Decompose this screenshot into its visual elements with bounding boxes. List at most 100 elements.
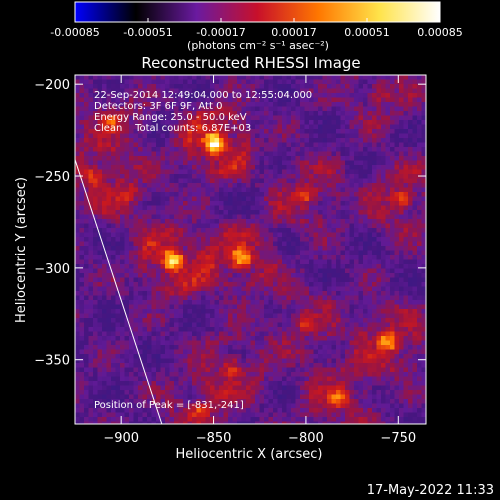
heatmap-cell <box>214 219 220 224</box>
heatmap-cell <box>142 421 148 424</box>
heatmap-cell <box>295 120 301 125</box>
heatmap-cell <box>214 376 220 382</box>
heatmap-cell <box>169 160 175 166</box>
heatmap-cell <box>264 340 269 346</box>
heatmap-cell <box>183 300 188 305</box>
heatmap-cell <box>277 142 283 148</box>
heatmap-cell <box>282 417 287 422</box>
heatmap-cell <box>259 412 265 418</box>
heatmap-cell <box>241 120 247 125</box>
heatmap-cell <box>273 120 278 125</box>
heatmap-cell <box>115 331 121 337</box>
heatmap-cell <box>345 196 350 202</box>
heatmap-cell <box>295 318 301 323</box>
heatmap-cell <box>201 237 206 242</box>
heatmap-cell <box>304 385 310 391</box>
heatmap-cell <box>196 367 202 373</box>
heatmap-cell <box>223 196 229 202</box>
heatmap-cell <box>268 300 274 305</box>
heatmap-cell <box>309 232 314 238</box>
heatmap-cell <box>174 205 179 211</box>
heatmap-cell <box>93 259 98 265</box>
heatmap-cell <box>219 196 224 202</box>
heatmap-cell <box>214 183 220 188</box>
heatmap-cell <box>322 295 328 301</box>
heatmap-cell <box>232 97 238 103</box>
heatmap-cell <box>322 349 328 355</box>
heatmap-cell <box>241 138 247 143</box>
heatmap-cell <box>156 210 161 215</box>
heatmap-cell <box>142 214 148 220</box>
heatmap-cell <box>223 232 229 238</box>
heatmap-cell <box>241 367 247 373</box>
heatmap-cell <box>255 129 260 134</box>
heatmap-cell <box>322 417 328 422</box>
heatmap-cell <box>336 358 341 364</box>
heatmap-cell <box>192 385 197 391</box>
heatmap-cell <box>84 88 89 94</box>
heatmap-cell <box>214 300 220 305</box>
heatmap-cell <box>358 124 364 130</box>
heatmap-cell <box>214 174 220 179</box>
heatmap-cell <box>295 376 301 382</box>
heatmap-cell <box>169 268 175 274</box>
heatmap-cell <box>304 381 310 386</box>
heatmap-cell <box>228 178 233 184</box>
heatmap-cell <box>120 376 125 382</box>
heatmap-cell <box>133 304 139 310</box>
heatmap-cell <box>241 97 247 103</box>
heatmap-cell <box>111 169 116 175</box>
heatmap-cell <box>241 106 247 112</box>
heatmap-cell <box>97 277 103 283</box>
heatmap-cell <box>241 151 247 157</box>
heatmap-cell <box>115 367 121 373</box>
heatmap-cell <box>84 97 89 103</box>
heatmap-cell <box>295 412 301 418</box>
heatmap-cell <box>219 201 224 206</box>
heatmap-cell <box>273 327 278 332</box>
heatmap-cell <box>111 399 116 404</box>
heatmap-cell <box>336 336 341 341</box>
heatmap-cell <box>174 201 179 206</box>
heatmap-cell <box>201 340 206 346</box>
heatmap-cell <box>151 327 157 332</box>
heatmap-cell <box>250 84 256 89</box>
heatmap-cell <box>327 115 332 121</box>
heatmap-cell <box>232 331 238 337</box>
heatmap-cell <box>205 138 211 143</box>
heatmap-cell <box>124 192 130 197</box>
heatmap-cell <box>102 403 107 409</box>
heatmap-cell <box>205 205 211 211</box>
heatmap-cell <box>318 367 323 373</box>
heatmap-cell <box>84 291 89 296</box>
heatmap-cell <box>340 196 346 202</box>
heatmap-cell <box>228 394 233 400</box>
heatmap-cell <box>192 160 197 166</box>
heatmap-cell <box>115 408 121 413</box>
heatmap-cell <box>102 138 107 143</box>
heatmap-cell <box>97 151 103 157</box>
heatmap-cell <box>273 417 278 422</box>
heatmap-cell <box>178 282 184 287</box>
heatmap-cell <box>169 147 175 152</box>
heatmap-cell <box>228 318 233 323</box>
heatmap-cell <box>120 286 125 292</box>
heatmap-cell <box>282 403 287 409</box>
heatmap-cell <box>124 160 130 166</box>
heatmap-cell <box>250 417 256 422</box>
heatmap-cell <box>241 178 247 184</box>
heatmap-cell <box>313 340 319 346</box>
heatmap-cell <box>349 241 355 247</box>
heatmap-cell <box>151 75 157 80</box>
heatmap-cell <box>295 304 301 310</box>
heatmap-cell <box>124 385 130 391</box>
heatmap-cell <box>169 241 175 247</box>
heatmap-cell <box>300 223 305 229</box>
heatmap-cell <box>178 133 184 139</box>
heatmap-cell <box>286 228 292 233</box>
heatmap-cell <box>183 313 188 319</box>
heatmap-cell <box>88 322 94 328</box>
heatmap-cell <box>295 408 301 413</box>
heatmap-cell <box>268 259 274 265</box>
heatmap-cell <box>174 408 179 413</box>
